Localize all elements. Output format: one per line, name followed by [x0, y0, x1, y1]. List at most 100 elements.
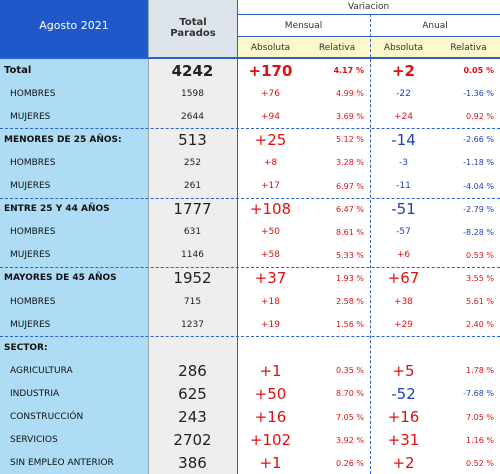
relative-change: 2.58 %: [336, 297, 364, 307]
absolute-change: -52: [391, 384, 416, 403]
absolute-change: -22: [396, 88, 411, 99]
absolute-change: -51: [391, 200, 416, 219]
relative-change: 6.47 %: [336, 204, 364, 214]
absolute-change: +16: [387, 408, 420, 427]
relative-change: 6.97 %: [336, 181, 364, 191]
relative-change: 0.52 %: [466, 458, 494, 468]
relative-change: -7.68 %: [463, 389, 494, 399]
absolute-change: +6: [396, 250, 411, 261]
divider: [0, 57, 500, 59]
relative-change: 1.93 %: [336, 273, 364, 283]
total-value: 4242: [171, 61, 214, 80]
divider: [148, 0, 149, 474]
relative-change: -4.04 %: [463, 181, 494, 191]
row-label: MUJERES: [10, 250, 51, 261]
row-label: MUJERES: [10, 111, 51, 122]
row-label: HOMBRES: [10, 296, 56, 307]
relative-change: -2.79 %: [463, 204, 494, 214]
absolute-change: -57: [396, 227, 411, 238]
row-separator: [0, 266, 500, 268]
relative-change: 8.61 %: [336, 227, 364, 237]
relative-change: 7.05 %: [466, 412, 494, 422]
relative-change: 0.53 %: [466, 250, 494, 260]
relative-change: 5.61 %: [466, 297, 494, 307]
absolute-change: +5: [392, 361, 415, 380]
relative-change: 0.92 %: [466, 112, 494, 122]
relativa: Relativa: [318, 42, 356, 53]
absolute-change: +76: [261, 88, 280, 99]
absolute-change: -11: [396, 181, 411, 192]
total-value: 386: [178, 454, 207, 473]
absolute-change: +94: [261, 111, 280, 122]
total-value: 243: [178, 408, 207, 427]
anual: Anual: [422, 20, 448, 31]
total-value: 261: [183, 181, 202, 192]
row-label: MUJERES: [10, 319, 51, 330]
period: Agosto 2021: [39, 18, 109, 32]
row-label: SECTOR:: [4, 342, 48, 353]
relative-change: 5.33 %: [336, 250, 364, 260]
row-label: SIN EMPLEO ANTERIOR: [10, 458, 114, 469]
relative-change: 3.28 %: [336, 158, 364, 168]
row-label: MUJERES: [10, 181, 51, 192]
absolute-change: +8: [263, 157, 278, 168]
divider: [370, 14, 371, 474]
relative-change: 8.70 %: [336, 389, 364, 399]
absolute-change: +16: [254, 408, 287, 427]
total-value: 1237: [181, 319, 204, 330]
absolute-change: +50: [261, 227, 280, 238]
row-label: HOMBRES: [10, 157, 56, 168]
absolute-change: -3: [399, 157, 408, 168]
total-value: 631: [183, 227, 202, 238]
absolute-change: +108: [249, 200, 292, 219]
absolute-change: +31: [387, 431, 420, 450]
relative-change: 1.56 %: [336, 320, 364, 330]
divider: [237, 0, 238, 474]
relative-change: 0.35 %: [336, 366, 364, 376]
row-label: ENTRE 25 Y 44 AÑOS: [4, 204, 110, 215]
relative-change: 3.69 %: [336, 112, 364, 122]
absolute-change: +18: [261, 296, 280, 307]
total-header: Total Parados: [170, 17, 216, 39]
total-column: [148, 58, 237, 474]
header-cell: [237, 36, 500, 58]
absolute-change: +19: [261, 319, 280, 330]
relative-change: 2.40 %: [466, 320, 494, 330]
absolute-change: +38: [394, 296, 413, 307]
row-label: SERVICIOS: [10, 435, 58, 446]
header-cell: [0, 0, 148, 58]
divider: [237, 14, 500, 15]
total-value: 1146: [181, 250, 204, 261]
row-label: MENORES DE 25 AÑOS:: [4, 134, 122, 145]
row-label: INDUSTRIA: [10, 388, 60, 399]
relative-change: 4.99 %: [336, 89, 364, 99]
row-separator: [0, 336, 500, 338]
absolute-change: +50: [254, 384, 287, 403]
divider: [237, 36, 500, 37]
total-value: 625: [178, 384, 207, 403]
row-separator: [0, 197, 500, 199]
absoluta: Absoluta: [250, 42, 291, 53]
header-cell: [148, 0, 237, 58]
absolute-change: +102: [249, 431, 292, 450]
total-value: 513: [178, 130, 207, 149]
absolute-change: +1: [259, 454, 282, 473]
relative-change: 0.05 %: [463, 66, 494, 76]
relative-change: -1.18 %: [463, 158, 494, 168]
total-value: 1952: [173, 269, 212, 288]
variacion: Variacion: [347, 2, 390, 12]
row-label: MAYORES DE 45 AÑOS: [4, 273, 117, 284]
row-label: AGRICULTURA: [10, 365, 73, 376]
relative-change: 4.17 %: [333, 66, 364, 76]
total-value: 286: [178, 361, 207, 380]
relative-change: -1.36 %: [463, 89, 494, 99]
row-label: HOMBRES: [10, 88, 56, 99]
mensual: Mensual: [284, 20, 323, 31]
absolute-change: +170: [248, 61, 293, 80]
absolute-change: +2: [392, 454, 415, 473]
relative-change: 1.78 %: [466, 366, 494, 376]
relative-change: 5.12 %: [336, 135, 364, 145]
total-value: 715: [183, 296, 202, 307]
total-value: 2702: [173, 431, 212, 450]
